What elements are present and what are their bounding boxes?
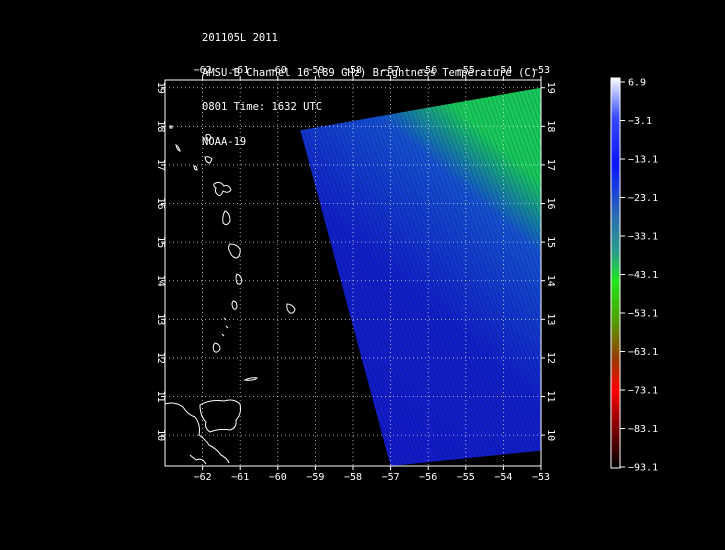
lat-label-left: 11 — [155, 390, 166, 402]
lat-label-left: 18 — [155, 120, 166, 132]
lat-label-right: 11 — [545, 390, 556, 402]
lon-label-bottom: −55 — [457, 472, 475, 483]
colorbar: 6.9 −3.1 −13.1 −23.1 −33.1 −43.1 −53.1 −63.1 −73… — [610, 77, 658, 474]
lat-label-right: 18 — [545, 120, 556, 132]
island-antigua — [204, 156, 213, 164]
island-dominica — [222, 210, 231, 226]
island-tobago — [243, 377, 259, 381]
colorbar-label: −33.1 — [628, 232, 658, 243]
lon-label-top: −56 — [419, 65, 437, 76]
lon-label-top: −62 — [194, 65, 212, 76]
lon-label-bottom: −54 — [494, 472, 512, 483]
lon-label-top: −59 — [306, 65, 324, 76]
lat-label-right: 17 — [545, 159, 556, 171]
lat-label-right: 13 — [545, 313, 556, 325]
colorbar-label: −83.1 — [628, 424, 658, 435]
colorbar-label: −43.1 — [628, 270, 658, 281]
colorbar-label: −13.1 — [628, 155, 658, 166]
lat-label-left: 12 — [155, 352, 166, 364]
lon-label-bottom: −61 — [231, 472, 249, 483]
lon-label-bottom: −53 — [532, 472, 550, 483]
lat-label-left: 14 — [155, 275, 166, 287]
lon-label-bottom: −57 — [382, 472, 400, 483]
axis-labels: −62 −62 −61 −61 −60 −60 −59 −59 −58 −58 −57 −57 −56 −… — [155, 65, 556, 483]
island-stvincent — [231, 300, 238, 310]
lon-label-top: −61 — [231, 65, 249, 76]
lat-label-right: 16 — [545, 197, 556, 209]
lat-label-right: 19 — [545, 82, 556, 94]
lon-label-bottom: −59 — [306, 472, 324, 483]
lat-label-left: 13 — [155, 313, 166, 325]
lon-label-top: −58 — [344, 65, 362, 76]
island-barbados — [286, 303, 296, 314]
lon-label-top: −54 — [494, 65, 512, 76]
colorbar-label: −93.1 — [628, 463, 658, 474]
lat-label-left: 16 — [155, 197, 166, 209]
small-island — [169, 125, 173, 129]
colorbar-label: 6.9 — [628, 78, 646, 89]
colorbar-label: −73.1 — [628, 386, 658, 397]
axis-ticks — [161, 76, 545, 470]
colorbar-label: −3.1 — [628, 116, 652, 127]
lat-label-right: 15 — [545, 236, 556, 248]
venezuela-coast — [164, 402, 230, 465]
lon-label-bottom: −58 — [344, 472, 362, 483]
colorbar-label: −23.1 — [628, 193, 658, 204]
colorbar-label: −53.1 — [628, 309, 658, 320]
lat-label-right: 14 — [545, 275, 556, 287]
lat-label-left: 15 — [155, 236, 166, 248]
island-trinidad — [199, 399, 241, 433]
island-martinique — [228, 243, 241, 259]
island-stlucia — [235, 273, 243, 285]
island-stkitts — [175, 143, 181, 152]
swath-scanlines — [300, 87, 541, 466]
colorbar-labels: 6.9 −3.1 −13.1 −23.1 −33.1 −43.1 −53.1 −63.1 −73… — [620, 78, 658, 474]
island-grenadines — [221, 317, 229, 337]
product-title: AMSU-B Channel 16 (89 GHz) Brightness Te… — [202, 66, 538, 79]
lat-label-left: 10 — [155, 429, 166, 441]
lon-label-top: −57 — [382, 65, 400, 76]
island-montserrat — [193, 165, 198, 171]
island-barbuda — [205, 133, 212, 141]
colorbar-label: −63.1 — [628, 347, 658, 358]
island-guadeloupe — [213, 181, 232, 196]
coastlines — [164, 125, 296, 465]
time-text: 0801 Time: 1632 UTC — [202, 101, 323, 113]
storm-id-text: 201105L 2011 — [202, 32, 278, 44]
lat-label-right: 10 — [545, 429, 556, 441]
lat-label-left: 19 — [155, 82, 166, 94]
colorbar-gradient — [610, 77, 621, 469]
lon-label-top: −60 — [269, 65, 287, 76]
image-header: 201105L 2011 AMSU-B Channel 16 (89 GHz) … — [202, 10, 537, 160]
lon-label-bottom: −56 — [419, 472, 437, 483]
lon-label-top: −53 — [532, 65, 550, 76]
lon-label-bottom: −62 — [194, 472, 212, 483]
brightness-swath — [300, 87, 541, 466]
lat-label-left: 17 — [155, 159, 166, 171]
lon-label-top: −55 — [457, 65, 475, 76]
lon-label-bottom: −60 — [269, 472, 287, 483]
satellite-text: NOAA-19 — [202, 135, 247, 148]
island-grenada — [212, 342, 221, 353]
lat-label-right: 12 — [545, 352, 556, 364]
